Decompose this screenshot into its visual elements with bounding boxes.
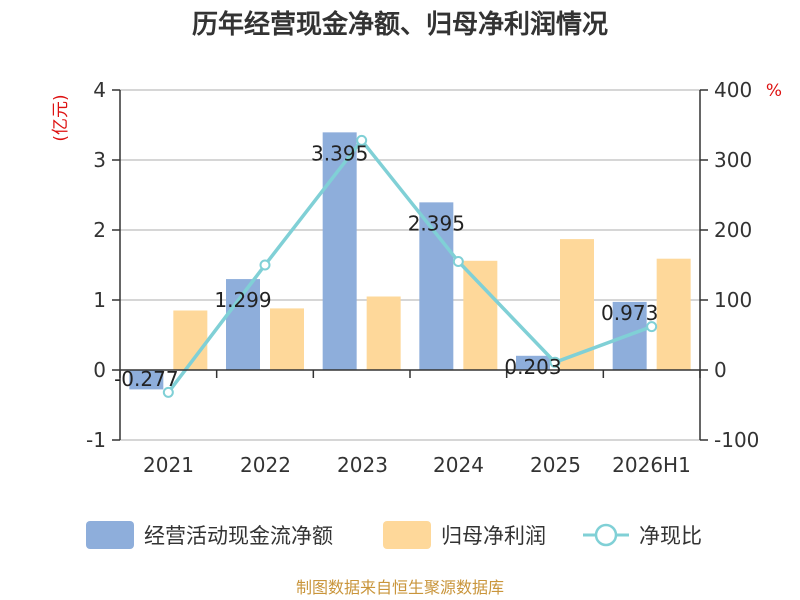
category-label: 2023 xyxy=(337,453,388,477)
legend-swatch-cash-flow xyxy=(86,521,134,549)
category-label: 2026H1 xyxy=(612,453,691,477)
net-profit-bar xyxy=(463,260,498,370)
cash-flow-data-label: 0.973 xyxy=(601,301,658,325)
category-ticks: 2021 2022 2023 2024 2025 2026H1 xyxy=(143,453,691,477)
ratio-point xyxy=(646,321,658,333)
legend-label-cash-flow: 经营活动现金流净额 xyxy=(144,524,333,548)
grid-lines xyxy=(120,89,700,441)
left-tick: 1 xyxy=(93,288,106,312)
net-profit-bar xyxy=(656,258,691,370)
left-tick: 0 xyxy=(93,358,106,382)
ratio-point xyxy=(259,259,271,271)
left-tick: -1 xyxy=(86,428,106,452)
net-profit-bar xyxy=(173,310,208,370)
cash-flow-data-label: -0.277 xyxy=(114,367,178,391)
ratio-point xyxy=(452,256,464,267)
category-label: 2025 xyxy=(530,453,581,477)
ratio-polyline xyxy=(166,137,653,394)
legend-label-net-profit: 归母净利润 xyxy=(441,524,546,548)
cash-flow-bar xyxy=(516,355,550,370)
axes xyxy=(112,89,708,441)
right-tick: 0 xyxy=(714,358,727,382)
legend-item-ratio[interactable]: 净现比 xyxy=(583,523,702,548)
category-label: 2024 xyxy=(433,453,484,477)
source-note: 制图数据来自恒生聚源数据库 xyxy=(296,578,504,597)
cash-flow-bar xyxy=(129,370,164,390)
cash-flow-data-label: 3.395 xyxy=(311,141,368,165)
right-tick: -100 xyxy=(714,428,759,452)
cash-flow-data-label: 2.395 xyxy=(408,211,465,235)
left-axis-ticks: 4 3 2 1 0 -1 xyxy=(86,78,106,452)
legend-item-cash-flow[interactable]: 经营活动现金流净额 xyxy=(86,521,333,549)
cash-flow-data-label: 1.299 xyxy=(214,288,271,312)
left-tick: 4 xyxy=(93,78,106,102)
right-tick: 300 xyxy=(714,148,752,172)
category-label: 2022 xyxy=(240,453,291,477)
legend: 经营活动现金流净额 归母净利润 净现比 xyxy=(86,521,702,549)
right-tick: 400 xyxy=(714,78,752,102)
legend-marker-ratio xyxy=(594,523,618,547)
legend-label-ratio: 净现比 xyxy=(639,524,702,548)
left-tick: 3 xyxy=(93,148,106,172)
right-axis-ticks: 400 300 200 100 0 -100 xyxy=(714,78,759,452)
right-tick: 200 xyxy=(714,218,752,242)
ratio-point xyxy=(356,134,368,146)
data-labels: -0.277 1.299 3.395 2.395 0.203 0.973 xyxy=(114,141,658,391)
bars xyxy=(129,132,691,390)
cash-flow-bar xyxy=(322,132,357,370)
category-label: 2021 xyxy=(143,453,194,477)
cash-flow-data-label: 0.203 xyxy=(504,355,561,379)
chart-title: 历年经营现金净额、归母净利润情况 xyxy=(192,9,608,40)
left-tick: 2 xyxy=(93,218,106,242)
cash-flow-bar xyxy=(419,202,454,370)
right-axis-unit: % xyxy=(766,81,782,101)
left-axis-unit: (亿元) xyxy=(51,94,71,141)
ratio-point xyxy=(549,356,561,368)
ratio-line xyxy=(162,134,658,398)
legend-item-net-profit[interactable]: 归母净利润 xyxy=(383,521,546,549)
right-tick: 100 xyxy=(714,288,752,312)
net-profit-bar xyxy=(270,308,304,370)
ratio-point xyxy=(162,386,174,398)
legend-swatch-net-profit xyxy=(383,521,431,549)
net-profit-bar xyxy=(366,296,401,370)
